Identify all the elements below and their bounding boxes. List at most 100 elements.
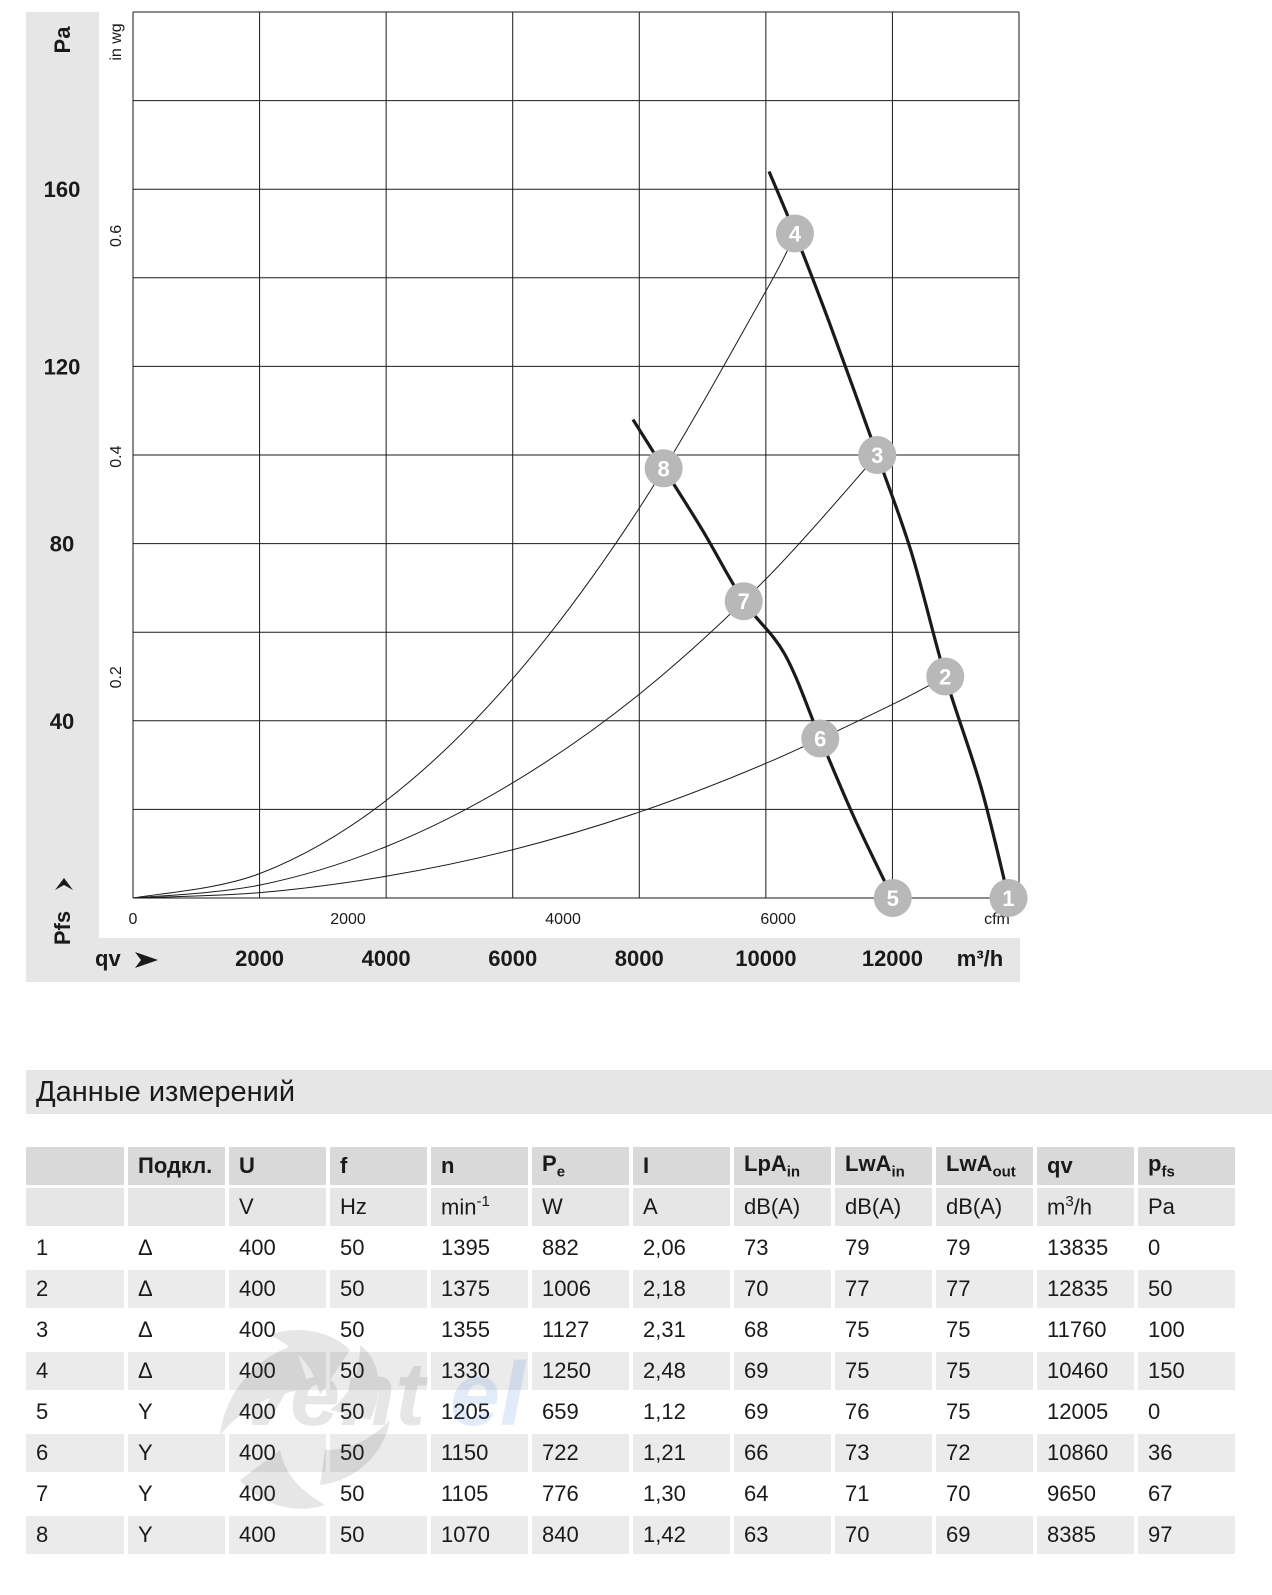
table-cell: 2,18: [633, 1270, 730, 1308]
table-cell: 67: [1138, 1475, 1235, 1513]
table-cell: 2,06: [633, 1229, 730, 1267]
table-header-cell: I: [633, 1147, 730, 1185]
y-inner-tick-label: 0.2: [108, 666, 125, 688]
table-cell: 50: [330, 1393, 427, 1431]
table-cell: 2,48: [633, 1352, 730, 1390]
table-cell: 76: [835, 1393, 932, 1431]
table-cell: 70: [835, 1516, 932, 1554]
x-inner-tick-label: 2000: [330, 911, 366, 928]
table-cell: 50: [330, 1270, 427, 1308]
svg-text:el: el: [450, 1345, 527, 1445]
table-cell: 9650: [1037, 1475, 1134, 1513]
table-cell: 75: [936, 1393, 1033, 1431]
table-cell: Δ: [128, 1270, 225, 1308]
header-subscript: out: [992, 1163, 1016, 1181]
header-subscript: fs: [1161, 1163, 1175, 1181]
header-label: U: [239, 1153, 255, 1178]
header-label: f: [340, 1153, 348, 1178]
table-cell: 97: [1138, 1516, 1235, 1554]
table-cell: 50: [330, 1352, 427, 1390]
table-cell: 1,30: [633, 1475, 730, 1513]
x-inner-tick-label: 0: [129, 911, 138, 928]
table-header-cell: qv: [1037, 1147, 1134, 1185]
table-cell: 77: [936, 1270, 1033, 1308]
table-cell: 1150: [431, 1434, 528, 1472]
table-cell: 75: [936, 1352, 1033, 1390]
table-cell: 100: [1138, 1311, 1235, 1349]
table-cell: 1330: [431, 1352, 528, 1390]
table-cell: 70: [936, 1475, 1033, 1513]
table-cell: 5: [26, 1393, 124, 1431]
header-label: I: [643, 1153, 650, 1178]
y-axis-symbol: Pfs: [50, 911, 75, 945]
table-cell: Δ: [128, 1229, 225, 1267]
table-unit-cell: [128, 1188, 225, 1226]
table-cell: 7: [26, 1475, 124, 1513]
operating-point-label: 5: [887, 886, 899, 911]
operating-point-label: 2: [939, 665, 951, 690]
table-cell: 71: [835, 1475, 932, 1513]
table-cell: 1250: [532, 1352, 629, 1390]
table-cell: 50: [330, 1311, 427, 1349]
table-cell: 72: [936, 1434, 1033, 1472]
table-unit-cell: dB(A): [835, 1188, 932, 1226]
table-cell: 1: [26, 1229, 124, 1267]
header-label: LwA: [946, 1151, 993, 1177]
bottom-axis-band: [26, 938, 1020, 982]
table-cell: 1355: [431, 1311, 528, 1349]
table-cell: 400: [229, 1229, 326, 1267]
fan-blade-icon: [220, 1330, 390, 1509]
header-label: n: [441, 1153, 455, 1178]
table-cell: 50: [330, 1516, 427, 1554]
chart-canvas: 2000 4000 6000 8000 10000 120004080120160m³/h…: [26, 11, 1028, 982]
table-cell: 1,42: [633, 1516, 730, 1554]
table-unit-cell: m3/h: [1037, 1188, 1134, 1226]
table-cell: 882: [532, 1229, 629, 1267]
operating-point-marker: [644, 449, 683, 488]
operating-point-marker: [926, 657, 965, 696]
header-subscript: e: [556, 1163, 566, 1181]
table-cell: 400: [229, 1393, 326, 1431]
table-cell: 69: [734, 1352, 831, 1390]
table-cell: 1127: [532, 1311, 629, 1349]
table-cell: 50: [330, 1434, 427, 1472]
table-cell: 10460: [1037, 1352, 1134, 1390]
x-tick-label: 12000: [862, 946, 923, 971]
table-unit-cell: A: [633, 1188, 730, 1226]
table-cell: 1105: [431, 1475, 528, 1513]
table-cell: 400: [229, 1270, 326, 1308]
header-label: P: [542, 1151, 557, 1177]
table-cell: 400: [229, 1311, 326, 1349]
table-cell: 3: [26, 1311, 124, 1349]
table-cell: 1375: [431, 1270, 528, 1308]
table-header-cell: f: [330, 1147, 427, 1185]
table-unit-cell: W: [532, 1188, 629, 1226]
table-cell: 150: [1138, 1352, 1235, 1390]
system-curve-line: [132, 454, 878, 899]
operating-point-label: 8: [658, 456, 670, 481]
x-axis-arrow-icon: [135, 952, 158, 968]
header-label: p: [1148, 1151, 1162, 1177]
operating-point-marker: [775, 214, 814, 253]
table-cell: 66: [734, 1434, 831, 1472]
ventel-logo-watermark: vent el: [220, 1330, 527, 1509]
table-row: 8 Y 400 50 1070 840 1,42 63 70 69 8385 97: [26, 1516, 1235, 1554]
table-cell: 11760: [1037, 1311, 1134, 1349]
table-header-cell: LpAin: [734, 1147, 831, 1185]
fan-performance-chart: 2000 4000 6000 8000 10000 12000 40 80 120 160 m³/h…: [26, 11, 1028, 982]
table-cell: 36: [1138, 1434, 1235, 1472]
table-cell: 400: [229, 1434, 326, 1472]
operating-point-marker: [858, 436, 897, 474]
table-unit-cell: dB(A): [936, 1188, 1033, 1226]
table-cell: 50: [1138, 1270, 1235, 1308]
system-curve-line: [132, 233, 796, 899]
table-cell: 400: [229, 1516, 326, 1554]
y-tick-label: 40: [50, 709, 74, 734]
table-cell: 1395: [431, 1229, 528, 1267]
table-unit-cell: [26, 1188, 124, 1226]
table-cell: 400: [229, 1352, 326, 1390]
x-axis-symbol: qv: [95, 946, 121, 971]
y-inner-tick-label: 0.6: [108, 225, 125, 247]
table-cell: 69: [936, 1516, 1033, 1554]
